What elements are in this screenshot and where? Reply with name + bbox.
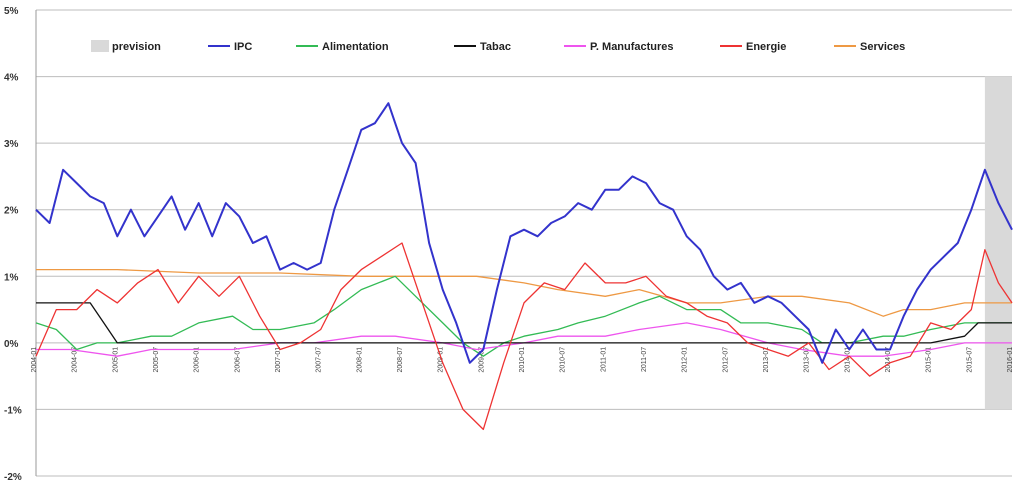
x-tick-label: 2010-07 — [560, 347, 567, 373]
x-tick-label: 2009-07 — [478, 347, 485, 373]
x-tick-label: 2015-01 — [926, 347, 933, 373]
y-tick-label: 4% — [4, 73, 19, 84]
forecast-band — [984, 76, 1012, 410]
x-tick-label: 2010-01 — [519, 347, 526, 373]
legend-label-services: Services — [860, 41, 905, 53]
legend-label-p-manufactures: P. Manufactures — [590, 41, 674, 53]
x-tick-label: 2004-07 — [72, 347, 79, 373]
x-tick-label: 2013-01 — [763, 347, 770, 373]
y-tick-label: 3% — [4, 139, 19, 150]
forecast-band-layer — [984, 76, 1012, 410]
legend-label-alimentation: Alimentation — [322, 41, 389, 53]
legend-swatch-prevision — [91, 40, 109, 52]
x-tick-label: 2008-07 — [397, 347, 404, 373]
x-tick-label: 2011-01 — [600, 347, 607, 372]
series-lines — [35, 102, 1013, 431]
x-tick-label: 2006-01 — [194, 347, 201, 373]
x-tick-label: 2008-01 — [356, 347, 363, 373]
series-line-energie — [35, 242, 1013, 431]
x-tick-label: 2014-01 — [844, 347, 851, 373]
x-tick-label: 2005-01 — [112, 347, 119, 373]
y-tick-label: 2% — [4, 206, 19, 217]
series-line-services — [36, 268, 1012, 317]
x-tick-label: 2012-07 — [722, 347, 729, 373]
y-tick-label: -1% — [4, 405, 22, 416]
legend-label-ipc: IPC — [234, 41, 252, 53]
x-tick-label: 2012-01 — [682, 347, 689, 373]
x-tick-label: 2013-07 — [804, 347, 811, 373]
y-axis-ticks: 5% 4% 3% 2% 1% 0% -1% -2% — [4, 6, 22, 483]
y-tick-label: 1% — [4, 272, 19, 283]
x-tick-label: 2004-01 — [31, 347, 38, 373]
legend: prevision IPC Alimentation Tabac P. Manufact… — [91, 40, 905, 53]
x-tick-label: 2016-01 — [1007, 347, 1014, 373]
y-tick-label: 0% — [4, 339, 19, 350]
x-tick-label: 2014-07 — [885, 347, 892, 373]
y-tick-label: 5% — [4, 6, 19, 17]
legend-label-prevision: prevision — [112, 41, 161, 53]
x-tick-label: 2015-07 — [966, 347, 973, 373]
x-tick-label: 2007-01 — [275, 347, 282, 373]
series-line-ipc — [35, 102, 1013, 364]
x-tick-label: 2011-07 — [641, 347, 648, 372]
x-tick-label: 2007-07 — [316, 347, 323, 373]
legend-label-energie: Energie — [746, 41, 786, 53]
x-tick-label: 2006-07 — [234, 347, 241, 373]
legend-label-tabac: Tabac — [480, 41, 511, 53]
y-tick-label: -2% — [4, 472, 22, 483]
x-tick-label: 2005-07 — [153, 347, 160, 373]
series-line-tabac — [36, 302, 1012, 344]
